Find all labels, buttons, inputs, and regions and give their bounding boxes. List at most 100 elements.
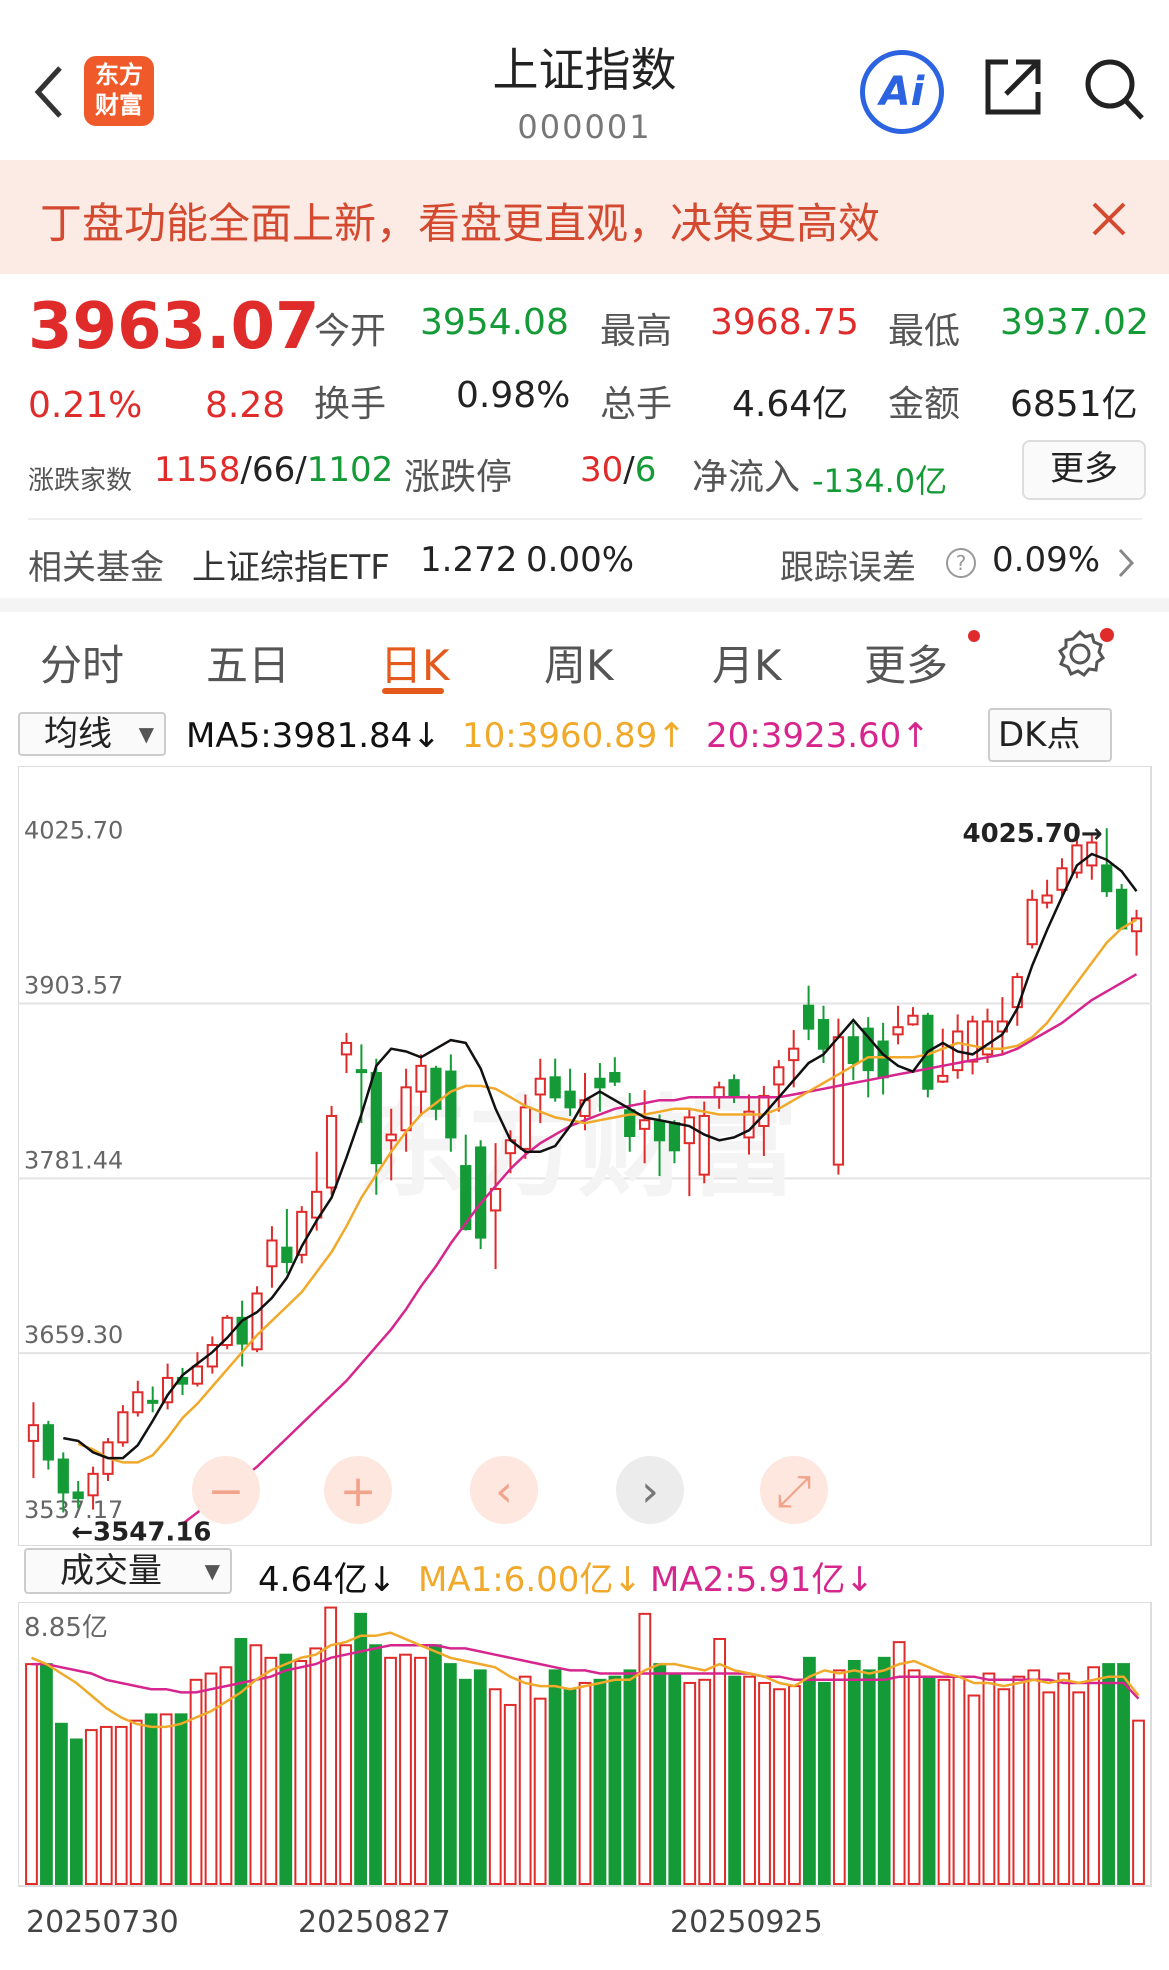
svg-text:?: ? xyxy=(956,551,967,575)
last-price: 3963.07 xyxy=(28,290,320,364)
help-icon[interactable]: ? xyxy=(944,546,978,580)
indicator-select[interactable]: 均线 ▼ xyxy=(18,712,166,756)
back-icon[interactable] xyxy=(30,62,70,122)
candle-body xyxy=(862,1027,874,1072)
candle-body xyxy=(564,1090,576,1109)
limit-label: 涨跌停 xyxy=(404,457,513,498)
volume-bar xyxy=(279,1653,293,1885)
volume-bar xyxy=(623,1669,637,1885)
volume-bar xyxy=(55,1722,68,1885)
candle-body xyxy=(266,1239,278,1268)
volume-bar xyxy=(174,1713,188,1885)
volume-bar xyxy=(40,1663,53,1886)
share-icon[interactable] xyxy=(982,56,1044,118)
pan-right-icon[interactable]: › xyxy=(616,1456,684,1524)
chevron-right-icon[interactable] xyxy=(1116,546,1136,580)
volume-bar xyxy=(129,1719,143,1885)
volume-bar xyxy=(384,1656,397,1886)
volume-bar xyxy=(473,1669,487,1885)
close-icon[interactable] xyxy=(1088,198,1130,240)
turnover-label: 换手 xyxy=(314,384,387,425)
zoom-out-icon[interactable]: − xyxy=(192,1456,260,1524)
tab-intraday[interactable]: 分时 xyxy=(40,641,125,690)
tab-daily-k[interactable]: 日K xyxy=(380,641,450,690)
search-icon[interactable] xyxy=(1082,56,1146,122)
candle-body xyxy=(57,1458,69,1494)
dk-button[interactable]: DK点 xyxy=(988,708,1112,762)
volume-bar xyxy=(518,1675,532,1885)
gear-icon[interactable] xyxy=(1056,628,1108,680)
volume-bar xyxy=(219,1666,233,1885)
fund-change: 0.00% xyxy=(526,540,635,580)
turnover-value: 0.98% xyxy=(456,375,571,416)
candle-body xyxy=(370,1072,382,1165)
volume-indicator-select[interactable]: 成交量 ▼ xyxy=(24,1548,232,1594)
volume-bar xyxy=(788,1685,801,1885)
volume-bar xyxy=(548,1669,562,1885)
y-tick-label: 3781.44 xyxy=(24,1146,123,1174)
volume-bar xyxy=(294,1659,308,1885)
tab-monthly-k[interactable]: 月K xyxy=(712,641,782,690)
volume-bar xyxy=(309,1647,323,1885)
more-button[interactable]: 更多 xyxy=(1022,440,1146,500)
top-bar: 东方 财富 上证指数 000001 Ai xyxy=(0,0,1169,160)
ma20-line xyxy=(181,973,1138,1525)
candle-body xyxy=(191,1365,204,1385)
volume-bar xyxy=(1087,1666,1101,1885)
ma5-line xyxy=(63,852,1138,1460)
svg-text:‹: ‹ xyxy=(495,1466,513,1517)
candle-body xyxy=(981,1020,994,1056)
volume-bar xyxy=(249,1644,263,1886)
volume-bar xyxy=(952,1675,966,1885)
fund-name[interactable]: 上证综指ETF xyxy=(192,548,390,588)
high-value: 3968.75 xyxy=(710,302,859,343)
tab-more[interactable]: 更多 xyxy=(864,641,949,690)
candle-body xyxy=(415,1064,427,1093)
volume-select-label: 成交量 xyxy=(60,1551,162,1591)
candle-body xyxy=(251,1292,263,1351)
promo-banner[interactable]: 丁盘功能全面上新，看盘更直观，决策更高效 xyxy=(0,160,1169,274)
volume-bar xyxy=(817,1681,831,1885)
candle-body xyxy=(1101,864,1113,893)
kline-chart[interactable]: 4025.70 3903.57 3781.44 3659.30 3537.17 东方财富 4… xyxy=(18,766,1152,1546)
candle-body xyxy=(877,1040,889,1079)
candle-body xyxy=(1026,898,1038,946)
breadth-down: 1102 xyxy=(306,450,394,490)
fund-price: 1.272 xyxy=(420,540,518,580)
divider xyxy=(28,518,1142,520)
ai-button[interactable]: Ai xyxy=(860,50,944,134)
candle-body xyxy=(460,1165,472,1231)
tab-weekly-k[interactable]: 周K xyxy=(544,641,614,690)
volume-bar xyxy=(653,1663,667,1886)
candle-body xyxy=(311,1190,323,1219)
page-title: 上证指数 xyxy=(492,43,677,97)
breadth-value: 1158/66/1102 xyxy=(154,450,393,490)
candle-body xyxy=(728,1079,740,1097)
candle-body xyxy=(1116,888,1128,930)
pan-left-icon[interactable]: ‹ xyxy=(470,1456,538,1524)
zoom-in-icon[interactable]: + xyxy=(324,1456,392,1524)
candle-body xyxy=(117,1411,129,1444)
expand-icon[interactable]: ⤢ xyxy=(760,1456,828,1524)
volume-bar xyxy=(84,1729,98,1885)
tab-five-day[interactable]: 五日 xyxy=(206,641,291,690)
volume-bar xyxy=(907,1669,921,1885)
watermark-text: 东方财富 xyxy=(358,1084,798,1212)
candle-body xyxy=(713,1086,725,1099)
fund-label: 相关基金 xyxy=(28,548,164,588)
ma20-readout: 20:3923.60↑ xyxy=(706,716,930,756)
open-value: 3954.08 xyxy=(420,302,569,343)
volume-ma1-readout: MA1:6.00亿↓ xyxy=(418,1560,642,1600)
volume-bar xyxy=(922,1675,936,1885)
volume-bar xyxy=(773,1688,786,1885)
candle-body xyxy=(87,1472,99,1497)
candle-body xyxy=(668,1122,681,1152)
candle-body xyxy=(594,1077,606,1089)
volume-bar xyxy=(204,1672,218,1885)
volume-bar xyxy=(847,1659,861,1885)
change-percent: 0.21% xyxy=(28,385,143,426)
volume-bar xyxy=(414,1656,427,1886)
volume-bar xyxy=(443,1663,457,1886)
candle-body xyxy=(832,1036,845,1166)
volume-chart[interactable]: 8.85亿 20250730 20250827 20250925 xyxy=(18,1602,1152,1962)
